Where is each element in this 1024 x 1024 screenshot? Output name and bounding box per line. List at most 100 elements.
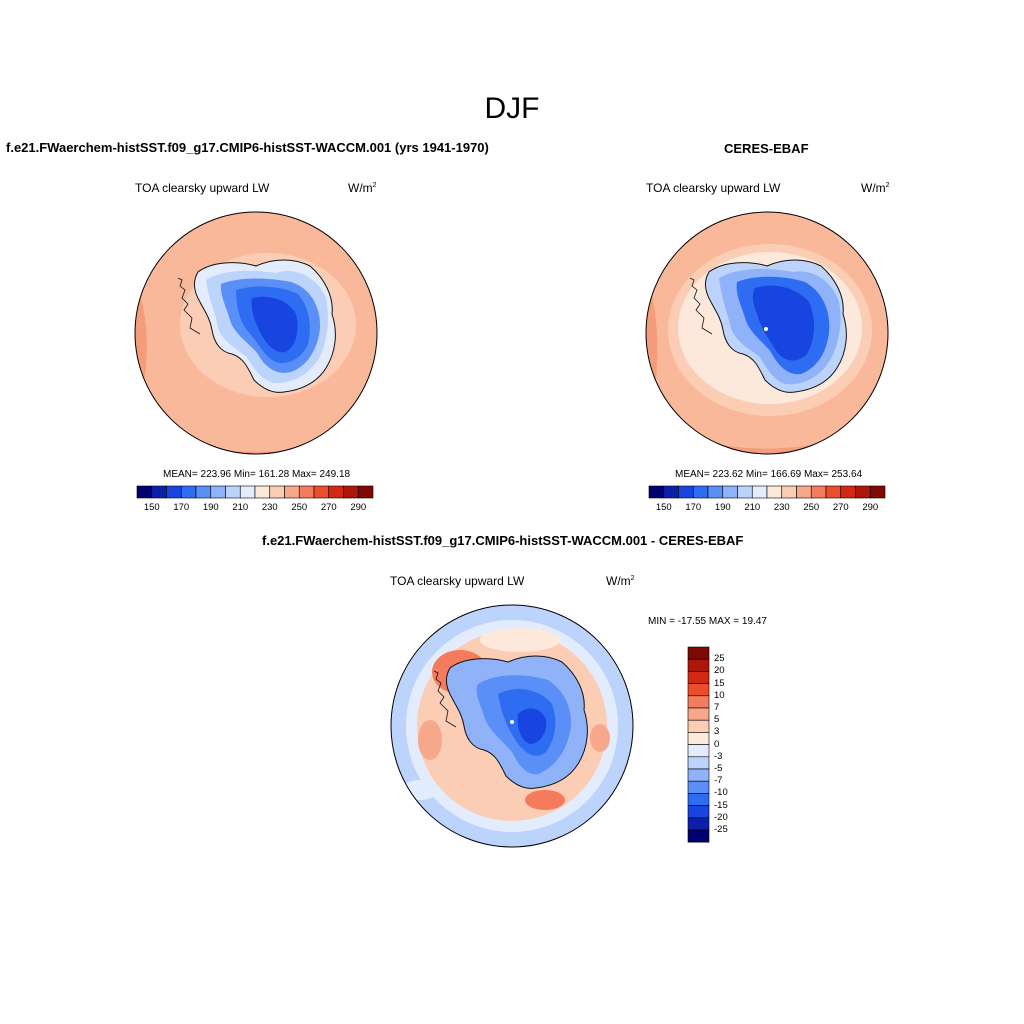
colorbar-swatch <box>687 780 710 794</box>
colorbar-swatch <box>151 485 167 499</box>
colorbar-swatch <box>678 485 694 499</box>
panel2-units: W/m2 <box>861 181 890 195</box>
map-diff <box>391 605 633 847</box>
colorbar-swatch <box>687 756 710 770</box>
colorbar-swatch <box>166 485 182 499</box>
colorbar-swatch <box>687 817 710 831</box>
colorbar-tick-label: -3 <box>714 750 723 762</box>
colorbar-diff <box>687 646 710 843</box>
colorbar-tick-label: 270 <box>320 502 337 513</box>
colorbar-tick-label: -10 <box>714 787 728 799</box>
colorbar-swatch <box>840 485 856 499</box>
colorbar-swatch <box>648 485 665 499</box>
colorbar-swatch <box>210 485 226 499</box>
colorbar-tick-label: 3 <box>714 726 720 738</box>
colorbar-tick-label: -5 <box>714 763 723 774</box>
colorbar-swatch <box>825 485 842 499</box>
colorbar-swatch <box>687 732 710 745</box>
colorbar-swatch <box>687 829 710 843</box>
colorbar-tick-label: 5 <box>714 714 720 726</box>
colorbar-swatch <box>136 485 153 499</box>
colorbar-swatch <box>284 485 300 499</box>
colorbar-swatch <box>781 485 797 499</box>
colorbar-tick-label: 150 <box>655 502 672 513</box>
colorbar-swatch <box>195 485 212 499</box>
colorbar-tick-label: 250 <box>291 502 308 513</box>
colorbar-swatch <box>687 671 710 684</box>
colorbar-swatch <box>687 646 710 660</box>
map-model-border <box>134 211 378 455</box>
panel3-title: f.e21.FWaerchem-histSST.f09_g17.CMIP6-hi… <box>262 533 744 548</box>
colorbar-swatch <box>687 707 710 721</box>
colorbar-tick-label: 190 <box>714 502 731 513</box>
colorbar-tick-label: 210 <box>232 502 249 513</box>
colorbar-swatch <box>313 485 330 499</box>
map-model <box>135 212 377 454</box>
colorbar-swatch <box>687 744 710 758</box>
colorbar-swatch <box>687 793 710 806</box>
colorbar-swatch <box>869 485 886 499</box>
colorbar-swatch <box>722 485 738 499</box>
colorbar-swatch <box>687 719 710 733</box>
panel1-units: W/m2 <box>348 181 377 195</box>
colorbar-swatch <box>254 485 271 499</box>
colorbar-swatch <box>737 485 753 499</box>
colorbar-swatch <box>343 485 359 499</box>
colorbar-swatch <box>687 683 710 697</box>
panel2-variable: TOA clearsky upward LW <box>646 181 781 195</box>
colorbar-tick-label: 15 <box>714 677 725 689</box>
colorbar-tick-label: 290 <box>862 502 879 513</box>
colorbar-tick-label: -25 <box>714 824 728 835</box>
colorbar-swatch <box>687 805 710 819</box>
colorbar-swatch <box>855 485 871 499</box>
colorbar-tick-label: -15 <box>714 799 728 811</box>
panel2-title: CERES-EBAF <box>724 141 809 156</box>
colorbar-swatch <box>180 485 197 499</box>
colorbar-swatch <box>687 768 710 782</box>
colorbar-swatch <box>810 485 827 499</box>
colorbar-swatch <box>687 695 710 709</box>
colorbar-swatch <box>298 485 315 499</box>
colorbar-tick-label: -7 <box>714 775 723 787</box>
colorbar-swatch <box>663 485 679 499</box>
colorbar-tick-label: 170 <box>685 502 702 513</box>
panel3-units: W/m2 <box>606 574 635 588</box>
colorbar-swatch <box>239 485 256 499</box>
colorbar-tick-label: 190 <box>202 502 219 513</box>
panel1-title: f.e21.FWaerchem-histSST.f09_g17.CMIP6-hi… <box>6 140 489 155</box>
colorbar-tick-label: 230 <box>261 502 278 513</box>
panel1-stats: MEAN= 223.96 Min= 161.28 Max= 249.18 <box>163 469 351 480</box>
colorbar-model <box>136 485 374 499</box>
colorbar-swatch <box>328 485 344 499</box>
colorbar-tick-label: 0 <box>714 738 720 750</box>
colorbar-obs <box>648 485 886 499</box>
colorbar-tick-label: 20 <box>714 665 725 677</box>
colorbar-tick-label: 170 <box>173 502 190 513</box>
panel3-stats: MIN = -17.55 MAX = 19.47 <box>648 616 767 627</box>
colorbar-tick-label: 25 <box>714 653 725 665</box>
map-obs <box>646 212 888 454</box>
colorbar-tick-label: 270 <box>832 502 849 513</box>
colorbar-swatch <box>766 485 783 499</box>
colorbar-tick-label: 230 <box>773 502 790 513</box>
colorbar-swatch <box>357 485 374 499</box>
panel3-variable: TOA clearsky upward LW <box>390 574 525 588</box>
panel1-variable: TOA clearsky upward LW <box>135 181 270 195</box>
colorbar-tick-label: 290 <box>350 502 367 513</box>
colorbar-swatch <box>796 485 812 499</box>
colorbar-tick-label: 150 <box>143 502 160 513</box>
colorbar-swatch <box>751 485 768 499</box>
colorbar-swatch <box>707 485 724 499</box>
figure-title: DJF <box>484 92 540 125</box>
colorbar-tick-label: 250 <box>803 502 820 513</box>
colorbar-swatch <box>225 485 241 499</box>
colorbar-tick-label: 10 <box>714 689 725 701</box>
panel2-stats: MEAN= 223.62 Min= 166.69 Max= 253.64 <box>675 469 863 480</box>
colorbar-tick-label: -20 <box>714 811 728 823</box>
colorbar-swatch <box>687 658 710 672</box>
colorbar-swatch <box>269 485 285 499</box>
colorbar-swatch <box>692 485 709 499</box>
colorbar-tick-label: 210 <box>744 502 761 513</box>
map-diff-border <box>390 604 634 848</box>
